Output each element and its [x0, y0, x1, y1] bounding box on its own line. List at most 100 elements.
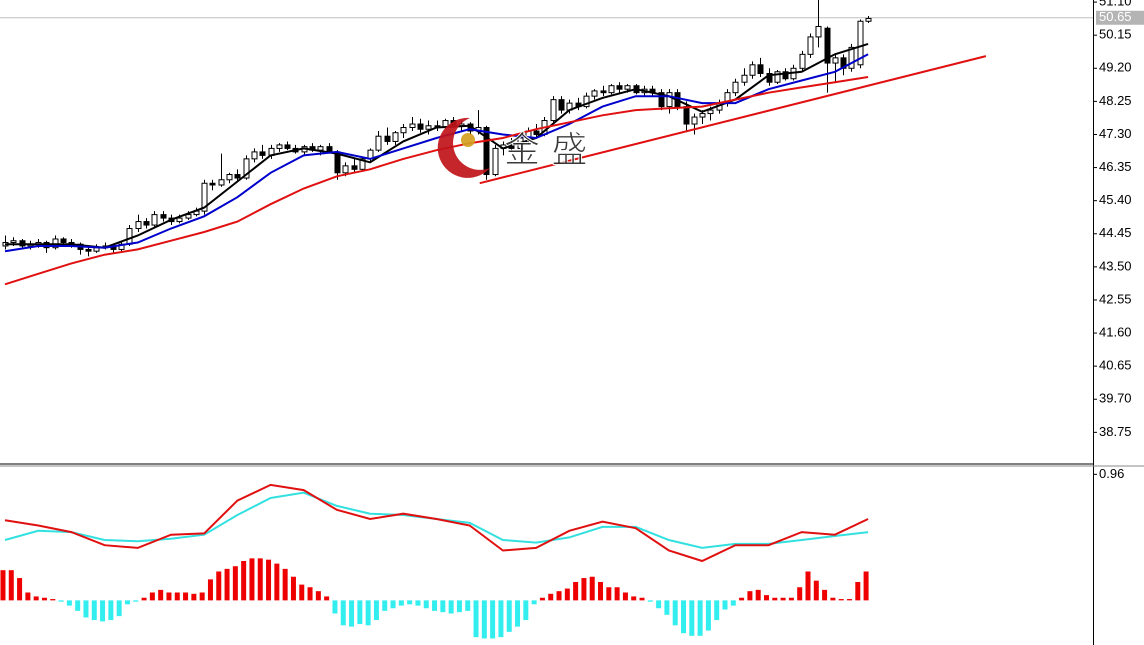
candle-body: [417, 123, 424, 130]
y-tick-label: 47.30: [1099, 126, 1132, 141]
histogram-bar: [797, 587, 803, 601]
candle-body: [766, 73, 773, 83]
histogram-bar: [465, 600, 471, 611]
candle-body: [658, 92, 665, 108]
watermark-text: 金 盛: [504, 130, 587, 171]
histogram-bar: [473, 600, 479, 638]
histogram-bar: [631, 596, 637, 601]
candle-body: [732, 81, 739, 94]
candle-body: [60, 238, 67, 243]
histogram-bar: [58, 600, 64, 602]
candle-body: [807, 36, 814, 55]
histogram-bar: [564, 588, 570, 601]
histogram-bar: [241, 560, 247, 601]
histogram-bar: [282, 568, 288, 601]
candle-body: [359, 158, 366, 170]
histogram-bar: [606, 587, 612, 601]
histogram-bar: [290, 576, 296, 601]
histogram-bar: [846, 599, 852, 601]
logo-crescent: [437, 117, 490, 178]
histogram-bar: [266, 559, 272, 601]
candle-body: [326, 146, 333, 153]
histogram-bar: [365, 600, 371, 626]
histogram-bar: [548, 593, 554, 601]
histogram-bar: [747, 591, 753, 601]
candle-body: [126, 228, 133, 245]
histogram-bar: [382, 600, 388, 611]
histogram-bar: [672, 600, 678, 626]
candle-body: [375, 135, 382, 151]
histogram-bar: [755, 589, 761, 601]
candle-body: [85, 248, 92, 252]
candle-body: [741, 74, 748, 83]
histogram-bar: [274, 563, 280, 601]
histogram-bar: [681, 600, 687, 634]
histogram-bar: [573, 581, 579, 601]
histogram-bar: [622, 592, 628, 601]
line: [4, 76, 869, 286]
histogram-bar: [174, 592, 180, 601]
histogram-bar: [830, 597, 836, 601]
histogram-bar: [788, 597, 794, 601]
candle-body: [10, 240, 17, 243]
histogram-bar: [207, 579, 213, 601]
histogram-bar: [332, 600, 338, 614]
histogram-bar: [423, 600, 429, 609]
histogram-bar: [373, 600, 379, 621]
line: [4, 53, 869, 253]
candle-body: [591, 90, 598, 97]
last-price-label: 50.65: [1099, 9, 1132, 24]
candle-body: [492, 147, 499, 176]
histogram-bar: [232, 566, 238, 601]
candle-body: [583, 95, 590, 108]
histogram-bar: [41, 597, 47, 601]
histogram-bar: [83, 600, 89, 618]
histogram-bar: [515, 600, 521, 627]
candle-body: [683, 106, 690, 125]
candle-body: [243, 158, 250, 179]
y-tick-label: 41.60: [1099, 324, 1132, 339]
histogram-bar: [689, 600, 695, 636]
histogram-bar: [481, 600, 487, 639]
histogram-bar: [556, 591, 562, 601]
histogram-bar: [498, 600, 504, 638]
candle-body: [151, 214, 158, 226]
candle-body: [384, 135, 391, 142]
histogram-bar: [390, 600, 396, 609]
candle-body: [600, 90, 607, 94]
histogram-bar: [739, 597, 745, 601]
histogram-bar: [647, 600, 653, 602]
candle-body: [749, 64, 756, 76]
histogram-bar: [183, 592, 189, 601]
histogram-bar: [523, 600, 529, 621]
candle-body: [707, 109, 714, 115]
candle-body: [160, 214, 167, 219]
candle-body: [699, 113, 706, 118]
candle-body: [135, 221, 142, 230]
candle-body: [400, 127, 407, 134]
candle-body: [832, 57, 839, 64]
histogram-bar: [315, 591, 321, 601]
candle-body: [251, 151, 258, 160]
candle-body: [143, 221, 150, 226]
line: [4, 483, 869, 563]
histogram-bar: [17, 578, 23, 601]
histogram-bar: [780, 597, 786, 601]
candle-body: [259, 151, 266, 156]
histogram-bar: [257, 558, 263, 601]
histogram-bar: [158, 589, 164, 601]
histogram-bar: [116, 600, 122, 617]
histogram-bar: [108, 600, 114, 621]
histogram-bar: [722, 600, 728, 610]
y-tick-label: 38.75: [1099, 424, 1132, 439]
y-tick-label: 46.35: [1099, 159, 1132, 174]
candle-body: [218, 179, 225, 186]
candle-body: [351, 165, 358, 170]
histogram-bar: [0, 570, 6, 601]
candle-body: [865, 17, 872, 22]
histogram-bar: [581, 578, 587, 601]
histogram-bar: [33, 596, 39, 601]
